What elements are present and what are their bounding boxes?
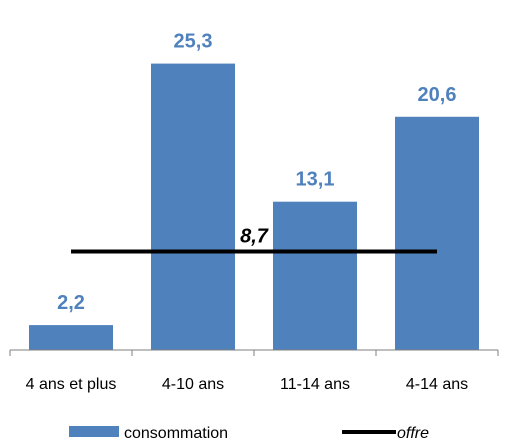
data-label-4: 20,6 [418,84,457,106]
bar-3 [273,201,357,350]
data-labels: 2,2 25,3 13,1 20,6 [57,31,456,315]
x-tick-label-2: 4-10 ans [162,376,224,393]
data-label-2: 25,3 [174,31,213,53]
bars [29,63,479,351]
x-tick-label-1: 4 ans et plus [26,376,117,393]
x-axis: 4 ans et plus 4-10 ans 11-14 ans 4-14 ans [9,349,499,393]
data-label-1: 2,2 [57,292,85,314]
x-tick-label-3: 11-14 ans [280,376,350,393]
offre-line-label: 8,7 [240,226,269,248]
x-tick-label-4: 4-14 ans [406,376,468,393]
bar-4 [395,116,479,350]
legend-swatch-consommation [69,426,119,437]
legend: consommation offre [69,425,429,442]
offre-line-group: 8,7 [71,226,437,254]
legend-label-consommation: consommation [124,425,228,442]
bar-2 [151,63,235,351]
data-label-3: 13,1 [296,169,335,191]
legend-label-offre: offre [397,425,429,442]
bar-1 [29,325,113,350]
